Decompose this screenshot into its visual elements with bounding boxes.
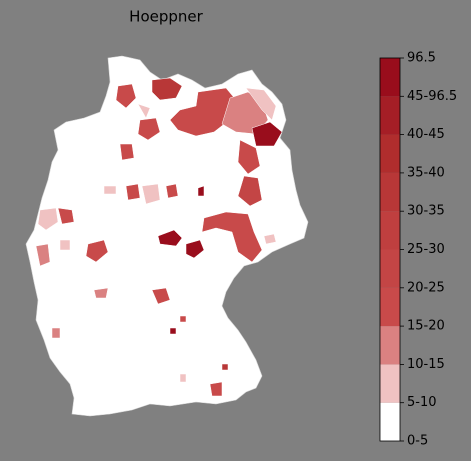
- colorbar-segment: [380, 249, 400, 288]
- colorbar-segment: [380, 364, 400, 403]
- colorbar-label: 40-45: [407, 127, 445, 142]
- colorbar: 0-5 5-10 10-15 15-20 20-25 25-30 30-35 35-40 40-…: [379, 51, 457, 449]
- colorbar-segment: [380, 211, 400, 250]
- colorbar-segment: [380, 96, 400, 135]
- colorbar-label: 96.5: [407, 51, 436, 66]
- colorbar-label: 5-10: [407, 395, 437, 410]
- colorbar-label: 45-96.5: [407, 89, 457, 104]
- colorbar-segment: [380, 172, 400, 212]
- colorbar-segment: [380, 326, 400, 365]
- colorbar-label: 0-5: [407, 434, 428, 449]
- colorbar-label: 30-35: [407, 204, 445, 219]
- districts: [35, 77, 283, 397]
- map-title: Hoeppner: [129, 8, 203, 26]
- colorbar-segment: [380, 58, 400, 97]
- germany-map: [25, 55, 309, 417]
- colorbar-label: 15-20: [407, 319, 445, 334]
- colorbar-segment: [380, 402, 400, 441]
- colorbar-label: 25-30: [407, 242, 445, 257]
- colorbar-label: 20-25: [407, 280, 445, 295]
- colorbar-label: 10-15: [407, 357, 445, 372]
- colorbar-label: 35-40: [407, 165, 445, 180]
- colorbar-segment: [380, 134, 400, 173]
- colorbar-segment: [380, 287, 400, 327]
